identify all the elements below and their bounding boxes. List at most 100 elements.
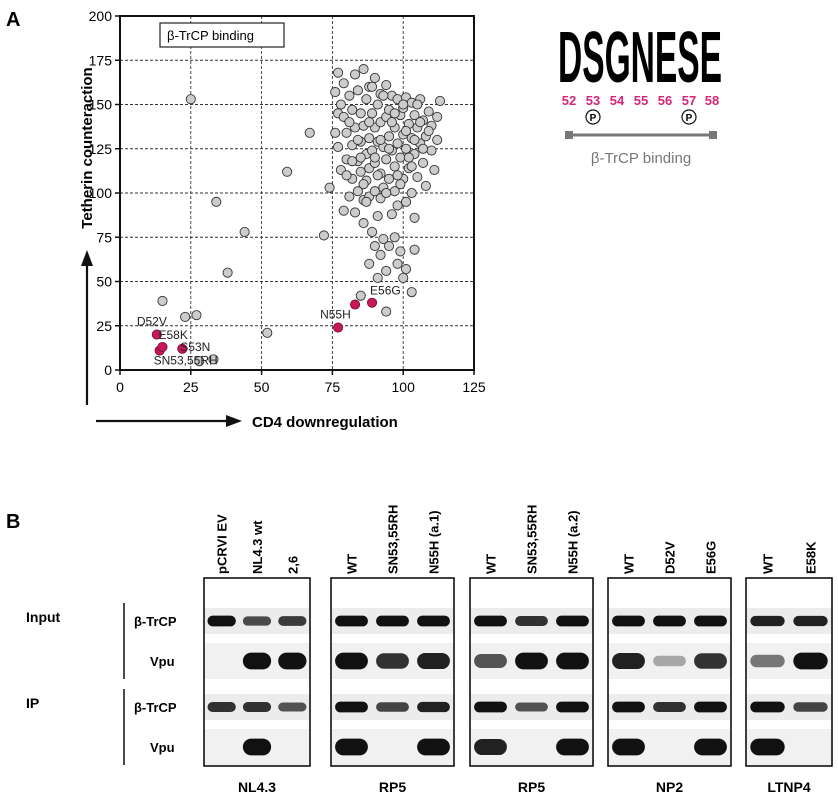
- blot-band: [242, 702, 272, 712]
- blot-band: [612, 738, 645, 756]
- blot-name: RP5: [518, 779, 545, 795]
- data-point: [400, 126, 412, 137]
- data-point: [395, 152, 406, 163]
- lane-label: D52V: [663, 541, 678, 574]
- data-point: [366, 81, 378, 92]
- blot-band: [335, 615, 368, 627]
- data-point: [412, 172, 423, 183]
- data-point: [358, 64, 369, 75]
- y-axis-label: Tetherin counteraction: [79, 67, 96, 228]
- data-point: [389, 232, 400, 243]
- blot-4: WT E58K LTNP4: [745, 541, 833, 795]
- motif-position-label: 57: [682, 93, 696, 108]
- y-tick-label: 175: [89, 52, 113, 68]
- blot-band: [417, 615, 450, 627]
- data-point: [330, 87, 341, 98]
- blot-band: [612, 652, 645, 670]
- motif-positions: 52 53 54 55 56 57 58 P P: [562, 93, 719, 125]
- lane-label: WT: [622, 554, 637, 574]
- data-point: [282, 166, 293, 177]
- data-point: [383, 131, 395, 142]
- row-group-label: IP: [26, 695, 39, 711]
- data-point: [194, 356, 205, 367]
- data-point: [361, 196, 372, 207]
- data-point: [406, 161, 417, 172]
- phospho-symbol: P: [590, 113, 597, 124]
- data-point: [364, 117, 375, 128]
- binding-point: [151, 329, 162, 340]
- data-point: [426, 145, 437, 156]
- blot-band: [694, 738, 727, 756]
- data-point: [429, 164, 440, 176]
- blot-band: [515, 652, 548, 670]
- y-tick-label: 200: [89, 8, 113, 24]
- data-point: [333, 141, 344, 153]
- data-point: [358, 179, 369, 190]
- lane-label: E58K: [804, 541, 819, 574]
- data-point: [420, 180, 431, 191]
- binding-bar-right-cap: [709, 131, 717, 139]
- data-point: [372, 99, 383, 110]
- data-point: [304, 127, 315, 138]
- data-point: [355, 108, 366, 119]
- binding-point: [157, 341, 168, 353]
- y-ticks: 0 25 50 75 100 125 150 175 200: [89, 8, 120, 378]
- data-point: [415, 117, 426, 128]
- data-point: [423, 126, 434, 137]
- data-point: [375, 249, 386, 260]
- blot-band: [335, 738, 368, 756]
- data-point: [369, 152, 380, 163]
- data-point: [432, 111, 443, 122]
- motif-logo: DSGNESE: [558, 16, 722, 97]
- point-label: E56G: [370, 284, 401, 298]
- data-point: [406, 187, 417, 199]
- data-point: [392, 170, 403, 181]
- blot-band: [278, 702, 307, 712]
- data-point: [417, 157, 429, 168]
- x-tick-label: 50: [254, 379, 270, 395]
- blot-band: [556, 652, 589, 670]
- data-points: [151, 64, 446, 367]
- x-axis-label: CD4 downregulation: [252, 414, 398, 431]
- binding-point: [366, 297, 378, 308]
- data-point: [372, 170, 383, 181]
- data-point: [350, 207, 361, 218]
- data-point: [381, 154, 392, 165]
- phospho-circle: [585, 109, 601, 125]
- y-tick-label: 75: [96, 229, 112, 245]
- data-point: [352, 85, 363, 96]
- data-point: [222, 267, 233, 278]
- blot-band: [694, 653, 727, 669]
- data-point: [341, 127, 352, 138]
- data-point: [434, 95, 446, 107]
- x-tick-label: 75: [325, 379, 341, 395]
- data-point: [262, 327, 273, 338]
- data-point: [409, 212, 420, 223]
- data-point: [386, 117, 397, 128]
- data-point: [157, 295, 168, 307]
- blot-band: [278, 616, 307, 626]
- row-label: Vpu: [150, 740, 175, 755]
- lane-label: WT: [484, 554, 499, 574]
- blot-band: [694, 701, 727, 713]
- motif-position-label: 54: [610, 93, 625, 108]
- motif-position-label: 53: [586, 93, 600, 108]
- blot-band: [417, 652, 450, 670]
- blot-name: NL4.3: [238, 779, 276, 795]
- blot-band: [474, 654, 507, 668]
- panel-a-letter: A: [6, 9, 20, 31]
- blot-name: LTNP4: [767, 779, 811, 795]
- blot-band: [556, 701, 589, 713]
- blot-band: [278, 652, 307, 670]
- data-point: [395, 246, 406, 257]
- data-point: [400, 143, 412, 154]
- data-point: [344, 117, 355, 128]
- data-point: [395, 179, 406, 190]
- lane-label: SN53,55RH: [386, 505, 401, 574]
- blot-band: [750, 738, 785, 756]
- point-label: S53N: [180, 340, 210, 354]
- point-label: E58K: [158, 328, 187, 342]
- data-point: [364, 258, 375, 269]
- data-point: [432, 134, 443, 145]
